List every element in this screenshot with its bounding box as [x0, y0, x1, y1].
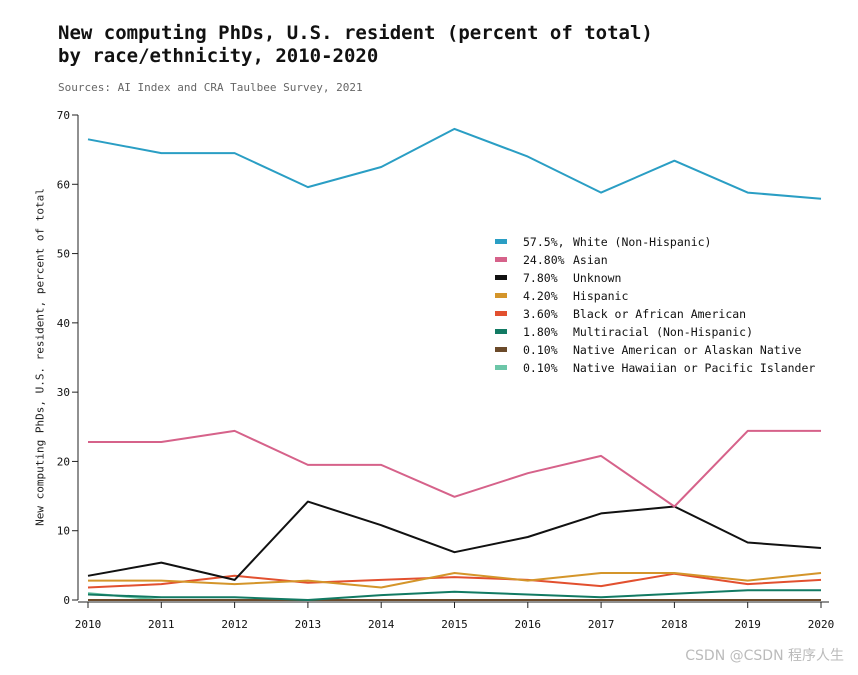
x-tick-label: 2010	[75, 618, 102, 631]
legend-value: 7.80%	[523, 271, 558, 285]
x-tick-label: 2020	[808, 618, 835, 631]
watermark: CSDN @CSDN 程序人生	[685, 648, 844, 664]
chart-axes: 0 10 20 30 40 50 60 70 2010 2011 2012 2013 2014 2015 2…	[57, 109, 835, 631]
y-tick-label: 60	[57, 178, 70, 191]
x-tick-label: 2019	[734, 618, 761, 631]
chart-title: New computing PhDs, U.S. resident (perce…	[58, 22, 758, 68]
legend-label: Native Hawaiian or Pacific Islander	[573, 361, 815, 375]
y-tick-label: 40	[57, 317, 70, 330]
legend-swatch	[495, 347, 507, 352]
series-line	[88, 572, 822, 589]
x-tick-label: 2018	[661, 618, 688, 631]
legend-label: Black or African American	[573, 307, 746, 321]
y-tick-label: 70	[57, 109, 70, 122]
legend-value: 1.80%	[523, 325, 558, 339]
legend-label: Asian	[573, 253, 608, 267]
legend-label: White (Non-Hispanic)	[573, 235, 711, 249]
y-tick-label: 0	[63, 594, 70, 607]
legend-value: 57.5%,	[523, 235, 565, 249]
x-tick-label: 2017	[588, 618, 615, 631]
y-tick-label: 30	[57, 386, 70, 399]
series-line	[87, 572, 822, 589]
legend-value: 3.60%	[523, 307, 558, 321]
legend-label: Hispanic	[573, 289, 628, 303]
legend-value: 0.10%	[523, 361, 558, 375]
series-line	[87, 127, 822, 200]
chart-series-lines	[87, 127, 822, 601]
x-tick-label: 2015	[441, 618, 468, 631]
x-tick-label: 2012	[221, 618, 248, 631]
legend-value: 4.20%	[523, 289, 558, 303]
chart-subtitle: Sources: AI Index and CRA Taulbee Survey…	[58, 81, 363, 94]
legend-swatch	[495, 257, 507, 262]
legend-swatch	[495, 329, 507, 334]
chart-title-line-2: by race/ethnicity, 2010-2020	[58, 45, 379, 67]
x-tick-label: 2011	[148, 618, 175, 631]
legend-label: Multiracial (Non-Hispanic)	[573, 325, 753, 339]
series-line	[88, 429, 821, 508]
legend-label: Native American or Alaskan Native	[573, 343, 802, 357]
legend-swatch	[495, 293, 507, 298]
x-tick-label: 2013	[295, 618, 322, 631]
series-line	[87, 589, 821, 601]
legend-label: Unknown	[573, 271, 621, 285]
legend-swatch	[495, 365, 507, 370]
x-tick-label: 2014	[368, 618, 395, 631]
legend-swatch	[495, 311, 507, 316]
legend-value: 24.80%	[523, 253, 565, 267]
chart-title-line-1: New computing PhDs, U.S. resident (perce…	[58, 22, 653, 44]
y-tick-label: 20	[57, 455, 70, 468]
legend-swatch	[495, 239, 507, 244]
chart-legend: 57.5%, White (Non-Hispanic) 24.80% Asian 7.8…	[495, 235, 815, 375]
series-line	[87, 500, 822, 581]
y-tick-label: 50	[57, 248, 70, 261]
legend-value: 0.10%	[523, 343, 558, 357]
x-tick-label: 2016	[515, 618, 542, 631]
legend-swatch	[495, 275, 507, 280]
y-tick-label: 10	[57, 525, 70, 538]
